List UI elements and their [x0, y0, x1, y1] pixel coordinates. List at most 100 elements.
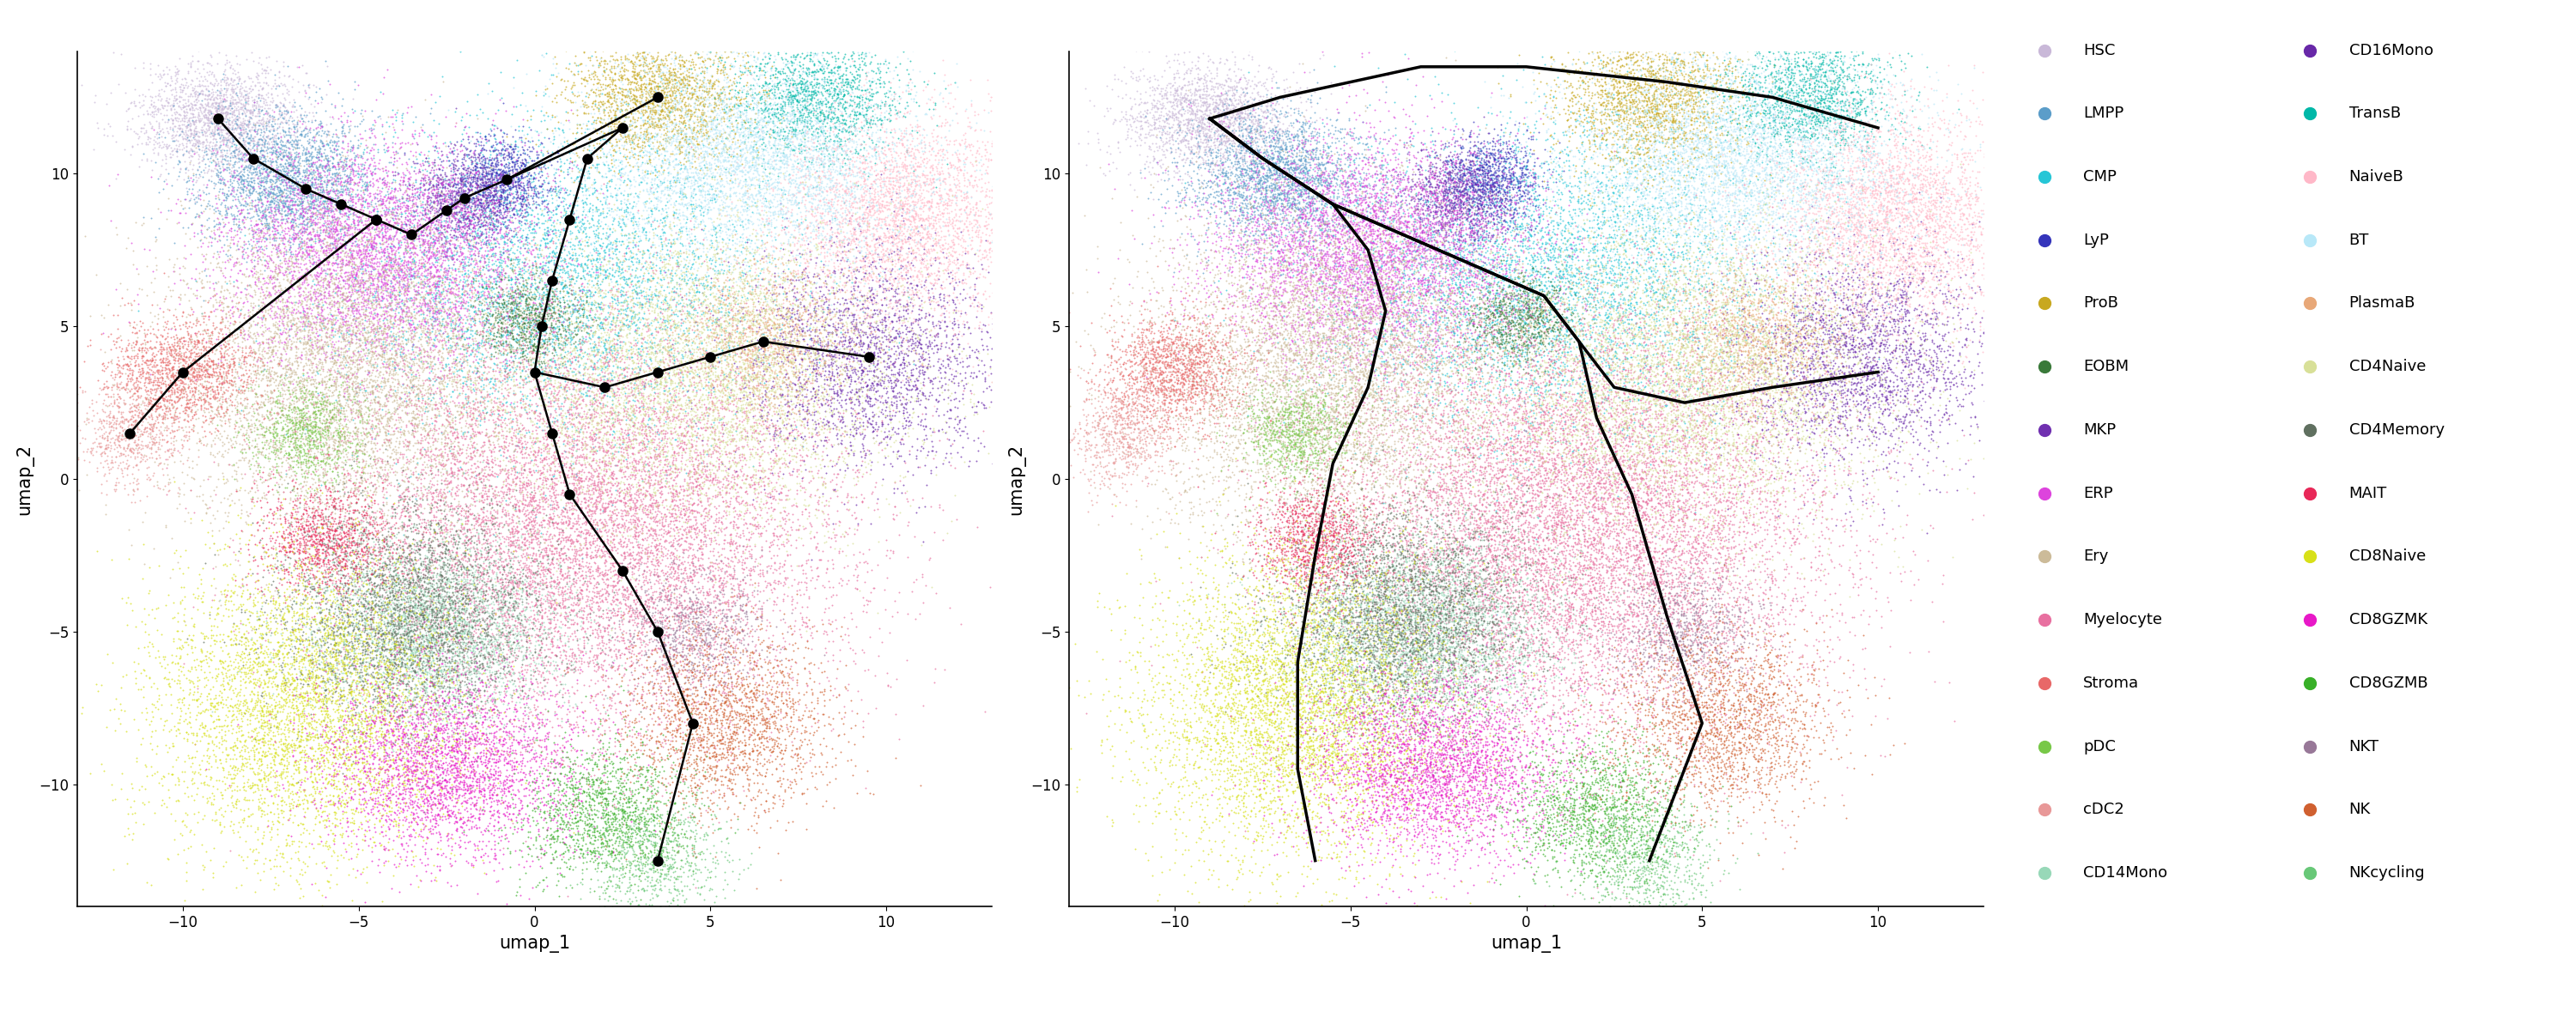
Point [1497, 276, 1538, 293]
Point [796, 283, 837, 300]
Point [1097, 402, 1139, 418]
Point [613, 788, 654, 804]
Point [1471, 579, 1512, 595]
Point [1530, 495, 1571, 512]
Point [374, 239, 415, 255]
Point [1324, 256, 1365, 273]
Point [616, 782, 657, 798]
Point [672, 551, 714, 568]
Point [1157, 125, 1198, 141]
Point [732, 37, 773, 54]
Point [1381, 464, 1422, 480]
Point [456, 471, 497, 487]
Point [1870, 389, 1911, 406]
Point [829, 156, 871, 172]
Point [1708, 534, 1749, 550]
Point [1247, 493, 1288, 510]
Point [1352, 322, 1394, 339]
Point [786, 251, 827, 268]
Point [837, 345, 878, 362]
Point [1631, 78, 1672, 95]
Point [435, 137, 477, 153]
Point [1651, 117, 1692, 134]
Point [1860, 231, 1901, 247]
Point [216, 149, 258, 166]
Point [1718, 312, 1759, 329]
Point [1123, 409, 1164, 425]
Point [278, 400, 319, 416]
Point [1484, 605, 1525, 621]
Point [1770, 182, 1811, 199]
Point [185, 844, 227, 860]
Point [224, 362, 265, 378]
Point [399, 647, 440, 663]
Point [1757, 316, 1798, 333]
Point [348, 812, 389, 828]
Point [343, 431, 384, 447]
Point [1710, 282, 1752, 299]
Point [1350, 592, 1391, 609]
Point [175, 380, 216, 397]
Point [1816, 195, 1857, 211]
Point [1267, 330, 1309, 346]
Point [809, 228, 850, 244]
Point [891, 225, 933, 241]
Point [1481, 321, 1522, 338]
Point [1391, 379, 1432, 396]
Point [1504, 298, 1546, 314]
Point [505, 312, 546, 329]
Point [1358, 416, 1399, 433]
Point [1381, 780, 1422, 796]
Point [546, 302, 587, 318]
Point [1613, 232, 1654, 248]
Point [860, 387, 902, 404]
Point [492, 745, 533, 761]
Point [1744, 160, 1785, 176]
Point [1803, 159, 1844, 175]
Point [667, 169, 708, 185]
Point [1479, 793, 1520, 810]
Point [518, 149, 559, 166]
Point [1247, 195, 1288, 211]
Point [711, 735, 752, 752]
Point [631, 432, 672, 448]
Point [322, 626, 363, 643]
Point [1713, 198, 1754, 214]
Point [1247, 324, 1288, 341]
Point [1587, 779, 1628, 795]
Point [1404, 349, 1445, 366]
Point [469, 496, 510, 513]
Point [899, 321, 940, 338]
Point [1625, 378, 1667, 394]
Point [160, 673, 201, 689]
Point [1852, 171, 1893, 187]
Point [621, 516, 662, 533]
Point [240, 325, 281, 342]
Point [495, 301, 536, 317]
Point [626, 895, 667, 912]
Point [1427, 545, 1468, 561]
Point [1383, 713, 1425, 729]
Point [224, 78, 265, 95]
Point [384, 768, 425, 785]
Point [1569, 527, 1610, 544]
Point [528, 302, 569, 318]
Point [1798, 315, 1839, 332]
Point [1383, 572, 1425, 588]
Point [1489, 578, 1530, 594]
Point [402, 172, 443, 188]
Point [1551, 502, 1592, 518]
Point [1783, 412, 1824, 428]
Point [433, 201, 474, 217]
Point [1242, 172, 1283, 188]
Point [1350, 436, 1391, 452]
Point [1716, 61, 1757, 77]
Point [404, 586, 446, 603]
Point [1754, 496, 1795, 513]
Point [739, 396, 781, 412]
Point [533, 449, 574, 466]
Point [1203, 148, 1244, 165]
Point [1314, 568, 1355, 584]
Point [1448, 501, 1489, 517]
Point [1092, 341, 1133, 357]
